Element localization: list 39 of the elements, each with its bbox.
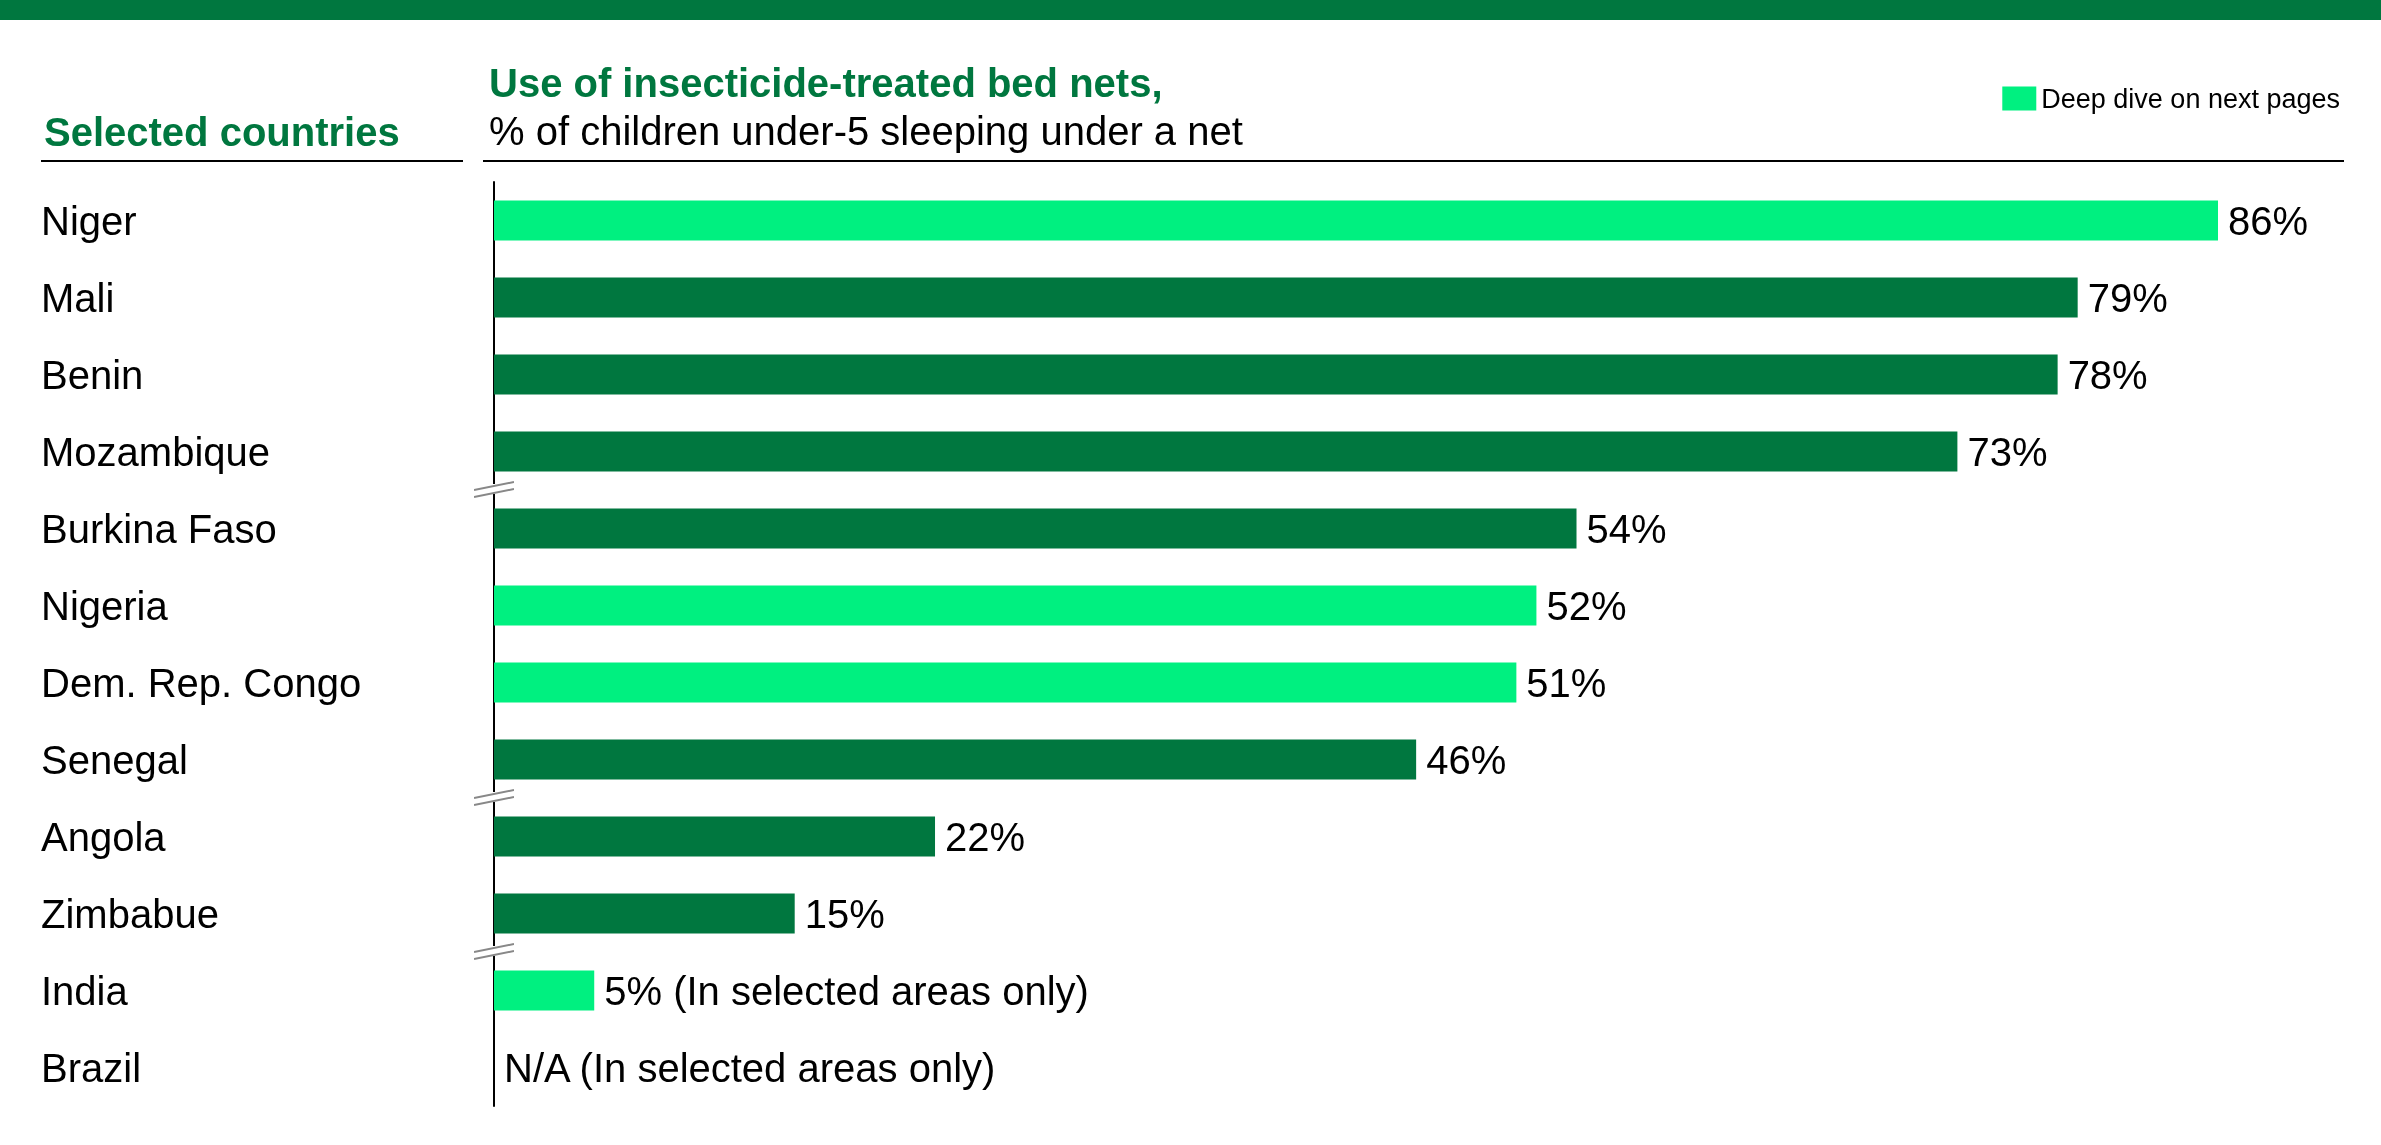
y-tick-label: Mozambique — [41, 429, 271, 474]
data-label: 15% — [804, 891, 885, 936]
data-label: 51% — [1526, 660, 1607, 705]
y-tick-label: Dem. Rep. Congo — [41, 660, 362, 705]
annotation: N/A (In selected areas only) — [504, 1045, 996, 1090]
bar — [494, 893, 795, 934]
y-tick-label: Nigeria — [41, 583, 169, 628]
data-label: 22% — [945, 814, 1026, 859]
y-tick-label: India — [41, 968, 129, 1013]
y-tick-label: Brazil — [41, 1045, 142, 1090]
data-label: 52% — [1546, 583, 1627, 628]
y-tick-label: Burkina Faso — [41, 506, 277, 551]
data-label: 78% — [2067, 352, 2148, 397]
bar — [494, 585, 1537, 626]
bar — [494, 662, 1517, 703]
legend-label: Deep dive on next pages — [2041, 83, 2340, 114]
data-label: 73% — [1967, 429, 2048, 474]
bar — [494, 508, 1577, 549]
y-axis-title: Selected countries — [44, 110, 400, 154]
data-label: 54% — [1586, 506, 1667, 551]
bar — [494, 200, 2218, 241]
bar — [494, 816, 936, 857]
data-label: 86% — [2228, 198, 2309, 243]
bar — [494, 970, 595, 1011]
data-label: 79% — [2087, 275, 2168, 320]
y-tick-label: Benin — [41, 352, 144, 397]
bar — [494, 431, 1958, 472]
y-tick-label: Senegal — [41, 737, 188, 782]
bar — [494, 277, 2078, 318]
chart-title: Use of insecticide-treated bed nets, — [489, 61, 1163, 105]
y-tick-label: Zimbabue — [41, 891, 219, 936]
y-tick-label: Niger — [41, 198, 137, 243]
bar — [494, 354, 2058, 395]
data-label: 5% (In selected areas only) — [604, 968, 1089, 1013]
data-label: 46% — [1426, 737, 1507, 782]
y-tick-label: Mali — [41, 275, 115, 320]
bar — [494, 739, 1417, 780]
chart-subtitle: % of children under-5 sleeping under a net — [489, 109, 1243, 153]
y-tick-label: Angola — [41, 814, 167, 859]
